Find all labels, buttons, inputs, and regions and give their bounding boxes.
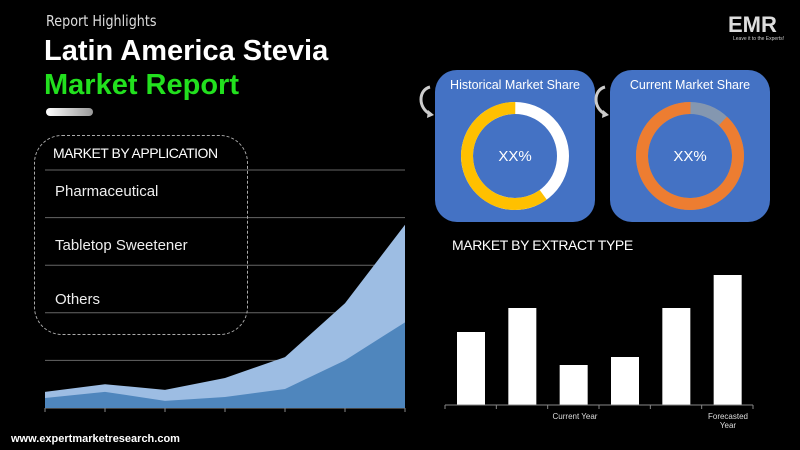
report-kicker: Report Highlights [46,12,157,30]
application-title: MARKET BY APPLICATION [53,145,218,161]
bar [662,308,691,405]
curved-arrow-icon [419,85,434,118]
card-title: Historical Market Share [450,78,580,92]
page-subtitle: Market Report [44,69,239,101]
donut-segment [461,102,569,210]
bar [713,275,742,405]
bar [611,357,639,405]
card-title: Current Market Share [629,78,751,92]
x-label: Current Year [552,412,598,421]
bar [457,332,485,405]
area-series [45,322,405,408]
current-donut [636,102,744,210]
application-box [34,135,248,335]
donut-segment [636,102,744,210]
website-url[interactable]: www.expertmarketresearch.com [11,433,180,445]
bar-chart-title: MARKET BY EXTRACT TYPE [452,237,633,253]
emr-logo: EMR [728,12,777,37]
curved-arrow-icon [594,85,609,118]
application-item: Others [55,291,101,308]
card-value: XX% [498,148,532,165]
page-title: Latin America Stevia [44,35,329,67]
logo-tagline: Leave it to the Experts! [733,36,785,42]
bar [508,308,537,405]
x-label: Forecasted Year [707,412,749,430]
current-share-card: Current Market Share XX% [610,70,770,222]
application-item: Pharmaceutical [55,183,159,200]
bar-chart [444,275,754,409]
bar [559,365,588,405]
historical-share-card: Historical Market Share XX% [435,70,595,222]
decorative-bar [46,108,93,116]
historical-donut [461,102,569,210]
card-value: XX% [673,148,707,165]
area-series [45,224,405,408]
application-item: Tabletop Sweetener [55,237,188,254]
